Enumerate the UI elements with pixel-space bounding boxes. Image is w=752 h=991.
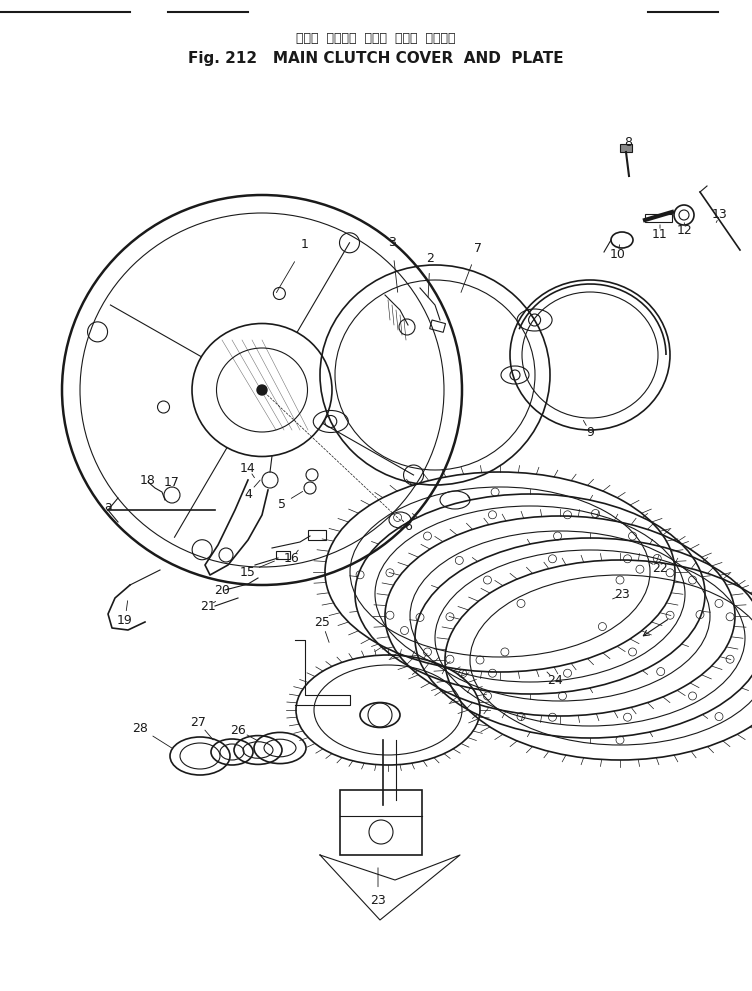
- Circle shape: [257, 385, 267, 395]
- Bar: [620, 144, 632, 152]
- Text: 7: 7: [474, 242, 482, 255]
- Text: 24: 24: [547, 674, 563, 687]
- Text: 17: 17: [164, 476, 180, 489]
- Text: 19: 19: [117, 613, 133, 626]
- Text: 13: 13: [712, 208, 728, 222]
- Text: Fig. 212   MAIN CLUTCH COVER  AND  PLATE: Fig. 212 MAIN CLUTCH COVER AND PLATE: [188, 51, 564, 65]
- Text: 26: 26: [230, 723, 246, 736]
- Text: 12: 12: [677, 224, 693, 237]
- Bar: [340, 790, 422, 855]
- Text: 21: 21: [200, 600, 216, 612]
- Text: 23: 23: [370, 894, 386, 907]
- Text: 14: 14: [240, 462, 256, 475]
- Text: a: a: [104, 499, 112, 512]
- Text: 6: 6: [404, 519, 412, 532]
- Text: 2: 2: [426, 252, 434, 265]
- Bar: [429, 320, 445, 332]
- Text: メイン  クラッチ  カバー  および  プレート: メイン クラッチ カバー および プレート: [296, 32, 456, 45]
- Text: 27: 27: [190, 716, 206, 728]
- Bar: [645, 214, 672, 222]
- Text: 22: 22: [652, 562, 668, 575]
- Text: 4: 4: [244, 488, 252, 500]
- Text: 28: 28: [132, 721, 148, 734]
- Text: 3: 3: [388, 236, 396, 249]
- Text: 23: 23: [614, 589, 630, 602]
- Bar: [276, 551, 290, 559]
- Text: 8: 8: [624, 136, 632, 149]
- Text: 15: 15: [240, 566, 256, 579]
- Text: 20: 20: [214, 584, 230, 597]
- Text: 25: 25: [314, 615, 330, 628]
- Text: 5: 5: [278, 497, 286, 510]
- Text: 16: 16: [284, 552, 300, 565]
- Text: 9: 9: [586, 425, 594, 438]
- Text: 1: 1: [301, 238, 309, 251]
- Text: 18: 18: [140, 474, 156, 487]
- Text: 10: 10: [610, 249, 626, 262]
- Bar: [308, 530, 326, 540]
- Text: 11: 11: [652, 229, 668, 242]
